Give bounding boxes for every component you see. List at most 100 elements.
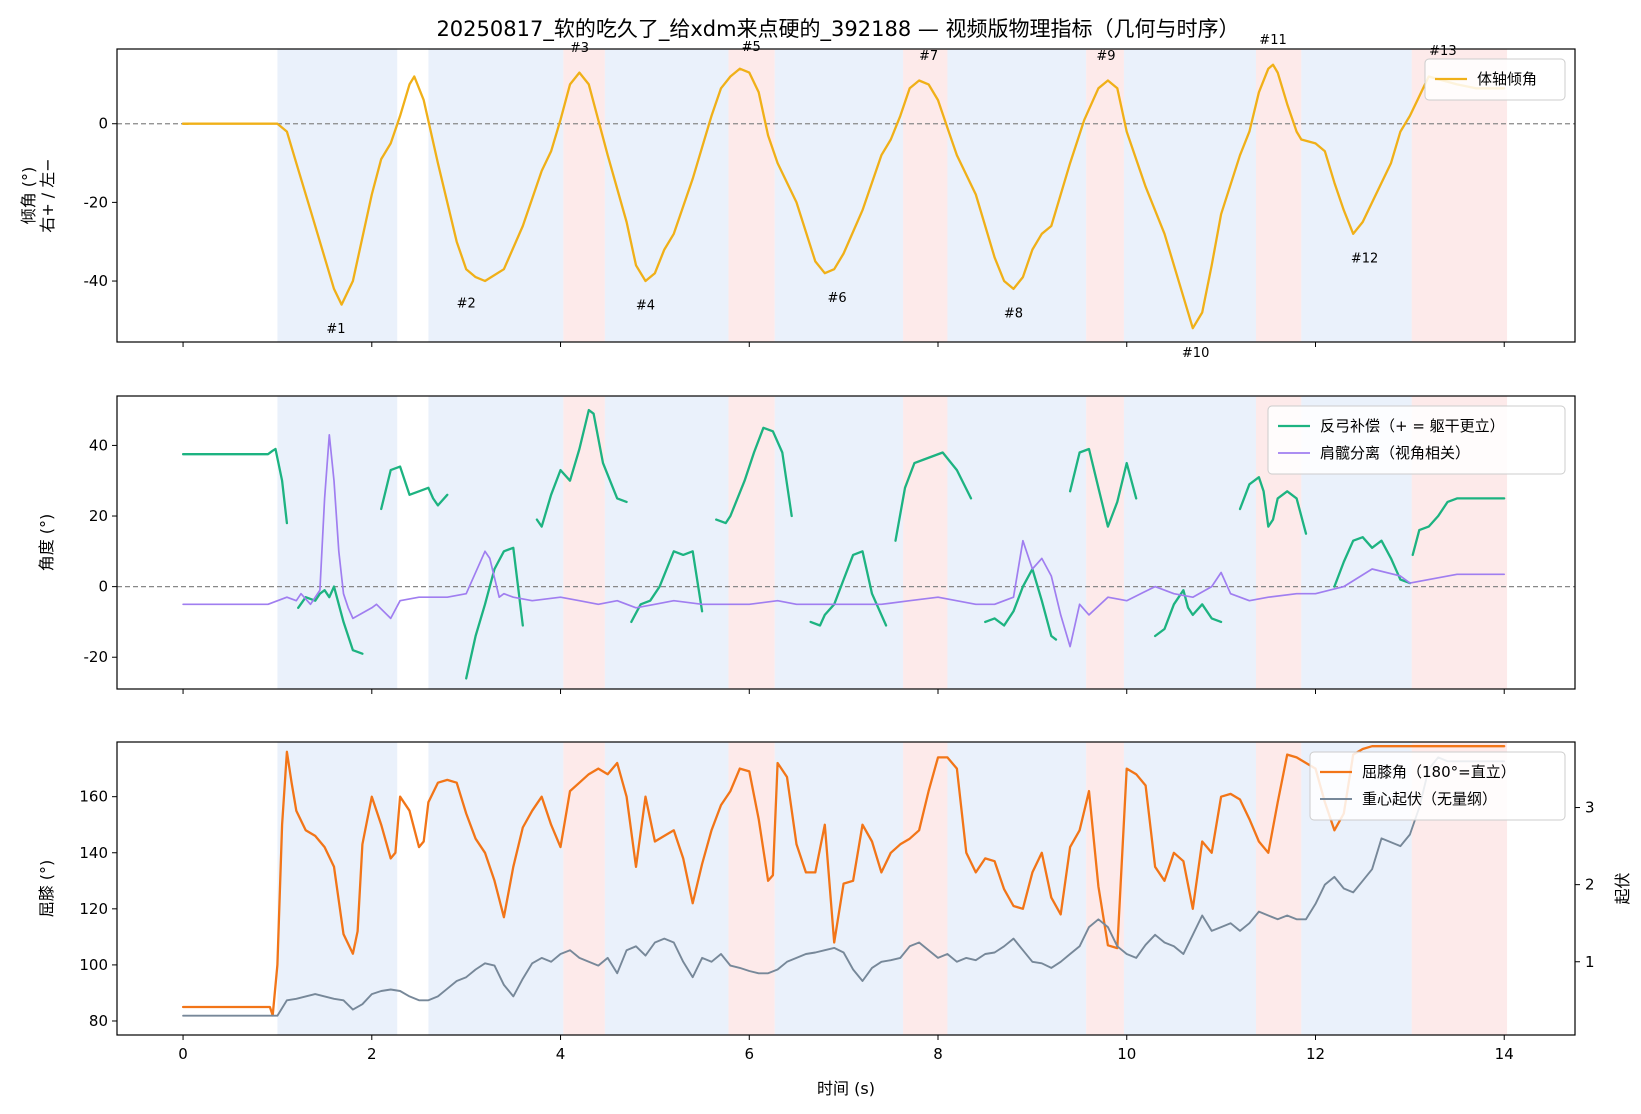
y-tick-label: -20	[84, 648, 109, 666]
shaded-region	[563, 49, 605, 342]
peak-label: #9	[1096, 49, 1115, 64]
shaded-region	[774, 396, 904, 689]
y-axis-label: 角度 (°)	[37, 514, 56, 572]
peak-label: #8	[1004, 307, 1023, 322]
x-tick-label: 2	[367, 1045, 377, 1063]
series-line	[984, 567, 1058, 641]
legend-box	[1309, 751, 1566, 821]
shaded-region	[728, 396, 775, 689]
shaded-region	[1256, 49, 1302, 342]
shaded-region	[903, 49, 948, 342]
series-lines	[181, 745, 1506, 1017]
plot-frame	[116, 48, 1576, 343]
y-tick-label: 120	[79, 900, 108, 918]
series-lines	[181, 63, 1506, 330]
y-tick-label: 80	[89, 1012, 108, 1030]
shaded-region	[1086, 396, 1124, 689]
legend: 体轴倾角	[1424, 58, 1566, 101]
shaded-region	[428, 49, 564, 342]
peak-label: #2	[457, 297, 476, 312]
x-tick-label: 4	[556, 1045, 566, 1063]
legend-label: 肩髋分离（视角相关）	[1320, 444, 1470, 462]
series-line	[182, 756, 1506, 1017]
x-tick-label: 10	[1117, 1045, 1136, 1063]
series-line	[1411, 497, 1506, 557]
shaded-region	[1123, 742, 1257, 1035]
shaded-region	[728, 742, 775, 1035]
y-tick-label-right: 3	[1585, 799, 1595, 817]
peak-label: #6	[827, 291, 846, 306]
shaded-region	[1086, 742, 1124, 1035]
y-tick-label: 0	[98, 578, 108, 596]
series-lines	[181, 408, 1506, 680]
peak-label: #1	[326, 322, 345, 337]
shaded-region	[903, 742, 948, 1035]
shaded-region	[1301, 49, 1412, 342]
series-line	[181, 63, 1506, 330]
y-tick-label: 0	[98, 115, 108, 133]
x-tick-label: 14	[1495, 1045, 1514, 1063]
shaded-region	[1086, 49, 1124, 342]
legend-box	[1267, 405, 1566, 475]
shaded-region	[1123, 396, 1257, 689]
legend-label: 反弓补偿（+ = 躯干更立）	[1320, 417, 1505, 435]
series-line	[181, 745, 1506, 1017]
shaded-region	[563, 742, 605, 1035]
chart-title: 20250817_软的吃久了_给xdm来点硬的_392188 — 视频版物理指标…	[436, 17, 1239, 42]
shaded-region	[563, 396, 605, 689]
y-tick-label-right: 1	[1585, 953, 1595, 971]
series-line	[1333, 536, 1412, 588]
series-line	[1153, 589, 1223, 638]
panels: #1#2#3#4#5#6#7#8#9#10#11#12#130-20-40倾角 …	[19, 33, 1632, 1063]
shaded-region	[1123, 49, 1257, 342]
peak-label: #7	[919, 49, 938, 64]
y-axis-label: 屈膝 (°)	[37, 860, 56, 918]
series-line	[1068, 447, 1138, 528]
series-line	[630, 550, 704, 624]
shaded-region	[903, 396, 948, 689]
series-line	[715, 426, 793, 525]
series-line	[182, 433, 1506, 648]
y-tick-label: 20	[89, 507, 108, 525]
y-axis-label-right: 起伏	[1613, 872, 1632, 904]
peak-label: #13	[1429, 44, 1456, 59]
x-tick-label: 8	[933, 1045, 943, 1063]
x-tick-label: 6	[744, 1045, 754, 1063]
x-tick-label: 0	[178, 1045, 188, 1063]
peak-label: #11	[1259, 33, 1286, 48]
legend: 屈膝角（180°=直立） 重心起伏（无量纲）	[1309, 751, 1566, 821]
peak-label: #5	[742, 40, 761, 55]
y-tick-label: 140	[79, 844, 108, 862]
series-line	[809, 550, 888, 627]
shaded-regions	[277, 49, 1508, 342]
y-tick-label: -20	[84, 193, 109, 211]
legend: 反弓补偿（+ = 躯干更立） 肩髋分离（视角相关）	[1267, 405, 1566, 475]
panel-2: 40 20 0 -20 角度 (°) 反弓补偿（+ = 躯干更立） 肩髋分离（视角相关）	[37, 395, 1576, 694]
shaded-region	[277, 49, 398, 342]
shaded-region	[728, 49, 775, 342]
shaded-region	[1256, 742, 1302, 1035]
legend-box	[1424, 58, 1566, 101]
series-line	[535, 408, 628, 528]
y-tick-label: -40	[84, 272, 109, 290]
y-tick-label: 160	[79, 788, 108, 806]
peak-label: #12	[1351, 251, 1378, 266]
shaded-region	[947, 49, 1087, 342]
y-tick-label: 100	[79, 956, 108, 974]
shaded-region	[774, 742, 904, 1035]
x-tick-label: 12	[1306, 1045, 1325, 1063]
peak-label: #10	[1182, 346, 1209, 361]
shaded-region	[947, 742, 1087, 1035]
shaded-region	[604, 49, 729, 342]
plot-frame	[116, 395, 1576, 690]
peak-label: #4	[636, 299, 655, 314]
series-line	[465, 546, 524, 680]
y-tick-label-right: 2	[1585, 876, 1595, 894]
series-line	[380, 465, 449, 511]
shaded-region	[428, 396, 564, 689]
plot-frame	[116, 741, 1576, 1036]
legend-label: 体轴倾角	[1477, 70, 1537, 88]
y-axis-label: 倾角 (°)右+ / 左−	[19, 158, 57, 232]
